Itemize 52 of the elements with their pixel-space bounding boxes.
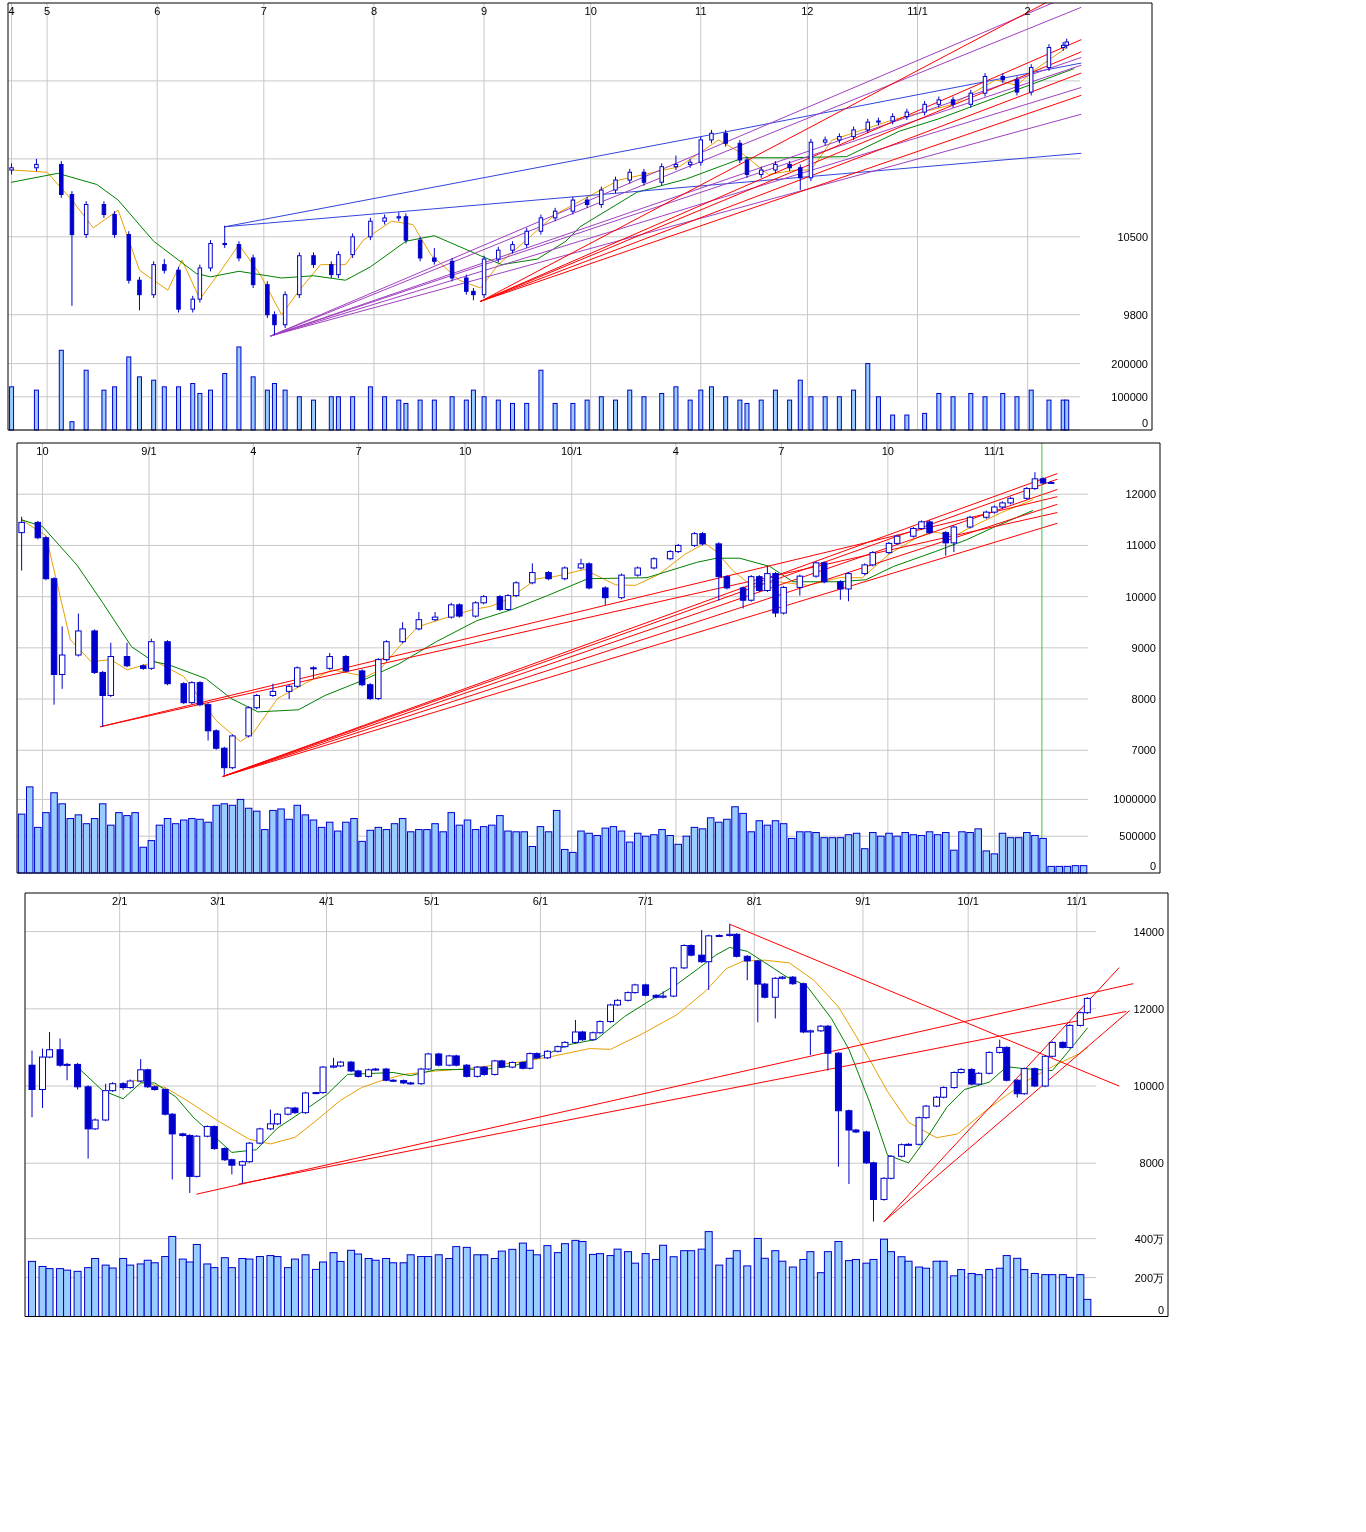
y-tick-label: 7000 (1131, 744, 1156, 757)
x-tick-label: 9/1 (855, 895, 871, 907)
x-tick-label: 10 (584, 5, 597, 17)
y-tick-label: 500000 (1119, 830, 1156, 843)
x-tick-label: 4 (250, 445, 257, 457)
x-tick-label: 11/1 (1066, 895, 1088, 907)
x-tick-label: 11/1 (984, 445, 1005, 457)
x-tick-label: 12 (801, 5, 814, 17)
x-tick-label: 10/1 (561, 445, 583, 457)
y-tick-label: 8000 (1139, 1157, 1164, 1170)
x-tick-label: 9/1 (141, 445, 157, 457)
x-tick-label: 6 (154, 5, 161, 17)
y-tick-label: 10000 (1133, 1080, 1164, 1093)
y-tick-label: 0 (1141, 417, 1148, 429)
y-tick-label: 1000000 (1113, 793, 1156, 806)
x-tick-label: 11 (695, 5, 707, 17)
y-tick-label: 0 (1157, 1303, 1164, 1316)
x-tick-label: 3/1 (210, 895, 226, 907)
x-tick-label: 7 (260, 5, 267, 17)
x-tick-label: 10/1 (957, 895, 979, 907)
x-tick-label: 6/1 (532, 895, 549, 907)
x-tick-label: 4 (672, 445, 679, 457)
x-tick-label: 4 (8, 5, 15, 17)
x-tick-label: 9 (481, 5, 488, 17)
x-tick-label: 4/1 (318, 895, 335, 907)
y-tick-label: 8000 (1131, 693, 1156, 706)
x-tick-label: 5 (44, 5, 51, 17)
y-tick-label: 10000 (1125, 590, 1156, 603)
x-tick-label: 10 (459, 445, 472, 457)
x-tick-label: 10 (36, 445, 49, 457)
x-tick-label: 5/1 (424, 895, 440, 907)
x-tick-label: 11/1 (907, 5, 928, 17)
x-tick-label: 8/1 (746, 895, 762, 907)
x-tick-label: 7 (778, 445, 785, 457)
y-tick-label: 100000 (1111, 390, 1148, 403)
y-tick-label: 12000 (1133, 1002, 1164, 1015)
x-tick-label: 7/1 (637, 895, 654, 907)
y-tick-label: 14000 (1133, 925, 1164, 938)
x-tick-label: 7 (355, 445, 362, 457)
y-tick-label: 400万 (1134, 1232, 1164, 1245)
x-tick-label: 8 (370, 5, 377, 17)
y-tick-label: 9800 (1123, 308, 1148, 321)
y-tick-label: 10500 (1117, 230, 1148, 243)
y-tick-label: 0 (1149, 860, 1156, 872)
x-tick-label: 10 (881, 445, 894, 457)
y-tick-label: 12000 (1125, 488, 1156, 501)
x-tick-label: 2 (1024, 5, 1031, 17)
y-tick-label: 11000 (1126, 539, 1156, 552)
y-tick-label: 200万 (1134, 1271, 1164, 1284)
x-tick-label: 2/1 (112, 895, 128, 907)
y-tick-label: 200000 (1111, 357, 1148, 370)
y-tick-label: 9000 (1131, 641, 1156, 654)
